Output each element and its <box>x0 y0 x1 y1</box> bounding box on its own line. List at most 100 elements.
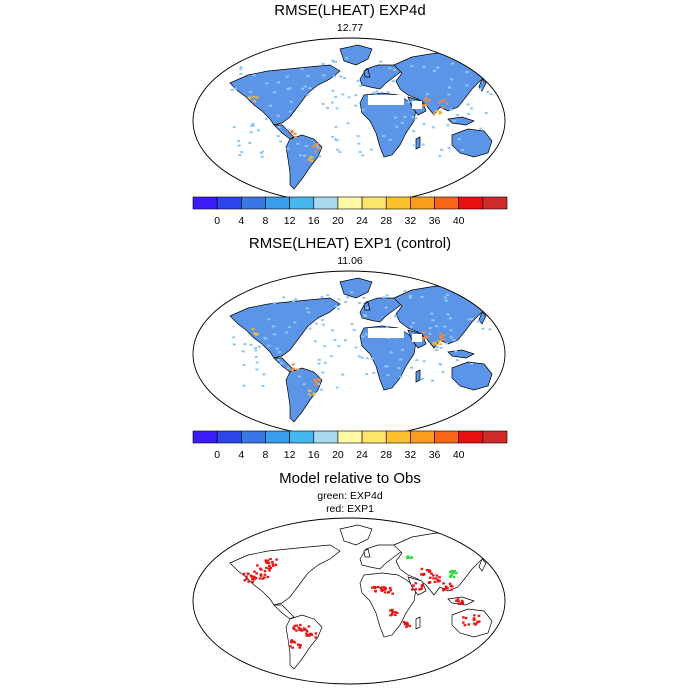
field-cell <box>341 373 345 376</box>
field-cell <box>333 338 337 341</box>
field-cell <box>455 359 459 362</box>
colorbar-swatch <box>265 430 290 444</box>
europe-landmass <box>359 544 403 570</box>
colorbar-swatch <box>385 196 411 210</box>
red-cell <box>391 610 394 613</box>
field-cell <box>285 75 289 78</box>
field-cell <box>272 91 276 94</box>
field-cell <box>392 68 396 71</box>
hot-cell <box>310 156 314 159</box>
hot-cell <box>427 99 431 102</box>
field-cell <box>308 327 312 330</box>
field-cell <box>466 103 470 106</box>
field-cell <box>255 361 259 364</box>
field-cell <box>354 104 358 107</box>
field-cell <box>447 86 451 89</box>
colorbar-tick-label: 36 <box>429 215 441 227</box>
hot-cell <box>439 338 443 341</box>
field-cell <box>282 296 286 299</box>
red-cell <box>388 586 392 590</box>
field-cell <box>489 93 493 96</box>
hot-cell <box>442 334 446 337</box>
field-cell <box>431 379 435 382</box>
field-cell <box>477 320 481 323</box>
uk-landmass <box>363 548 371 558</box>
field-cell <box>452 339 456 342</box>
field-cell <box>334 95 338 98</box>
field-cell <box>447 146 451 149</box>
europe-landmass <box>359 297 403 323</box>
field-cell <box>296 142 300 145</box>
hot-cell <box>437 340 441 343</box>
red-cell <box>455 599 458 602</box>
field-cell <box>435 346 439 349</box>
field-cell <box>446 293 450 296</box>
colorbar-tick-label: 36 <box>429 449 441 461</box>
red-cell <box>433 580 437 584</box>
hot-cell <box>314 150 318 153</box>
field-cell <box>456 113 460 116</box>
colorbar-swatch <box>241 196 266 210</box>
red-cell <box>289 641 293 644</box>
field-cell <box>411 116 415 119</box>
field-cell <box>320 295 324 298</box>
panel2-global-mean: 11.06 <box>337 255 363 267</box>
field-cell <box>483 67 487 70</box>
red-cell <box>253 570 256 573</box>
field-cell <box>369 148 373 151</box>
field-cell <box>372 91 376 94</box>
new-zealand-landmass <box>493 638 503 650</box>
red-cell <box>258 567 262 570</box>
field-cell <box>335 107 339 110</box>
red-cell <box>296 643 300 646</box>
field-cell <box>447 93 451 96</box>
field-cell <box>465 84 469 87</box>
field-cell <box>425 93 429 96</box>
field-cell <box>331 329 335 332</box>
red-cell <box>252 578 256 581</box>
field-cell <box>321 62 325 65</box>
field-cell <box>251 122 255 125</box>
field-cell <box>420 295 424 298</box>
field-cell <box>232 336 236 339</box>
field-cell <box>422 122 426 125</box>
field-cell <box>449 336 453 339</box>
field-cell <box>300 67 304 70</box>
field-cell <box>264 117 268 120</box>
field-cell <box>446 313 450 316</box>
field-cell <box>337 307 341 310</box>
field-cell <box>329 355 333 358</box>
field-cell <box>346 122 350 125</box>
field-cell <box>446 124 450 127</box>
field-cell <box>317 383 321 386</box>
field-cell <box>259 152 263 155</box>
red-cell <box>463 624 467 627</box>
field-cell <box>449 329 453 332</box>
red-cell <box>379 586 382 589</box>
red-cell <box>275 558 278 561</box>
red-cell <box>245 577 248 581</box>
hot-cell <box>312 145 316 148</box>
field-cell <box>306 75 310 78</box>
field-cell <box>321 102 325 105</box>
field-cell <box>323 361 327 364</box>
field-cell <box>359 85 363 88</box>
field-cell <box>257 345 261 348</box>
japan-landmass <box>478 311 487 325</box>
field-cell <box>358 150 362 153</box>
field-cell <box>287 128 291 131</box>
madagascar-landmass <box>415 136 421 150</box>
red-cell <box>435 577 438 580</box>
red-cell <box>389 609 392 612</box>
field-cell <box>347 96 351 99</box>
colorbar-swatch <box>216 196 242 210</box>
colorbar-tick-label: 12 <box>284 215 296 227</box>
hot-cell <box>435 109 439 112</box>
red-cell <box>405 625 408 628</box>
field-cell <box>304 145 308 148</box>
field-cell <box>452 119 456 122</box>
field-cell <box>412 130 416 133</box>
hot-cell <box>252 95 256 98</box>
red-cell <box>305 632 308 635</box>
colorbar-tick-label: 32 <box>405 449 417 461</box>
